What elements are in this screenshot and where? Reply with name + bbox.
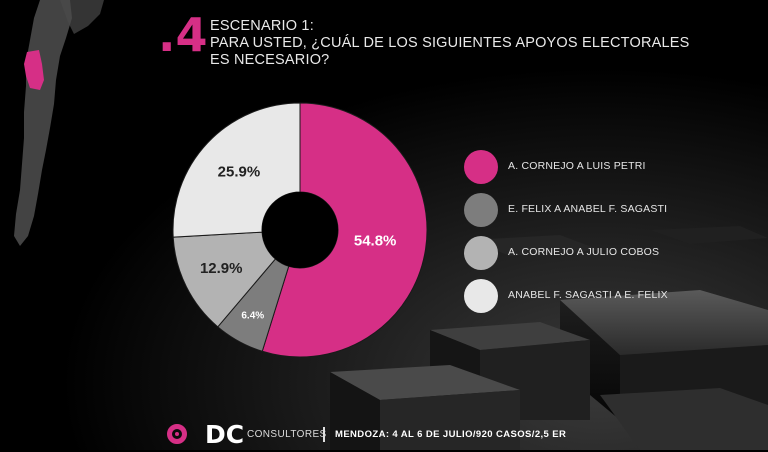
legend-item-cornejo-petri: A. CORNEJO A LUIS PETRI [464, 150, 744, 184]
mendoza-province-highlight [24, 50, 44, 90]
legend-item-sagasti-felix: ANABEL F. SAGASTI A E. FELIX [464, 279, 744, 313]
legend-swatch-sagasti-felix [464, 279, 498, 313]
brand-logo: DC [205, 420, 245, 449]
slide-number: .4 [158, 8, 208, 62]
legend-item-felix-sagasti: E. FELIX A ANABEL F. SAGASTI [464, 193, 744, 227]
legend-label-cornejo-cobos: A. CORNEJO A JULIO COBOS [508, 246, 660, 258]
background-cubes [330, 226, 768, 450]
data-label-felix-sagasti: 6.4% [241, 311, 264, 322]
logo-ring-icon [167, 424, 187, 444]
donut-hole [262, 192, 338, 268]
question-line-3: ES NECESARIO? [210, 52, 330, 68]
legend-swatch-cornejo-cobos [464, 236, 498, 270]
question-line-1: ESCENARIO 1: [210, 18, 314, 34]
data-label-sagasti-felix: 25.9% [218, 163, 261, 180]
legend-item-cornejo-cobos: A. CORNEJO A JULIO COBOS [464, 236, 744, 270]
legend-label-felix-sagasti: E. FELIX A ANABEL F. SAGASTI [508, 203, 668, 215]
brand-subtitle: CONSULTORES [247, 429, 327, 440]
legend-label-sagasti-felix: ANABEL F. SAGASTI A E. FELIX [508, 289, 668, 301]
question-title: ESCENARIO 1: PARA USTED, ¿CUÁL DE LOS SI… [210, 18, 690, 69]
footer-divider [323, 427, 325, 442]
donut-chart: 54.8% 6.4% 12.9% 25.9% [172, 102, 428, 358]
argentina-map [14, 0, 104, 246]
question-line-2: PARA USTED, ¿CUÁL DE LOS SIGUIENTES APOY… [210, 35, 690, 51]
survey-note: MENDOZA: 4 AL 6 DE JULIO/920 CASOS/2,5 E… [335, 429, 567, 440]
footer: DC CONSULTORES MENDOZA: 4 AL 6 DE JULIO/… [167, 420, 667, 452]
data-label-cornejo-petri: 54.8% [354, 232, 397, 249]
legend-swatch-felix-sagasti [464, 193, 498, 227]
data-label-cornejo-cobos: 12.9% [200, 260, 243, 277]
legend-label-cornejo-petri: A. CORNEJO A LUIS PETRI [508, 160, 646, 172]
legend-swatch-cornejo-petri [464, 150, 498, 184]
